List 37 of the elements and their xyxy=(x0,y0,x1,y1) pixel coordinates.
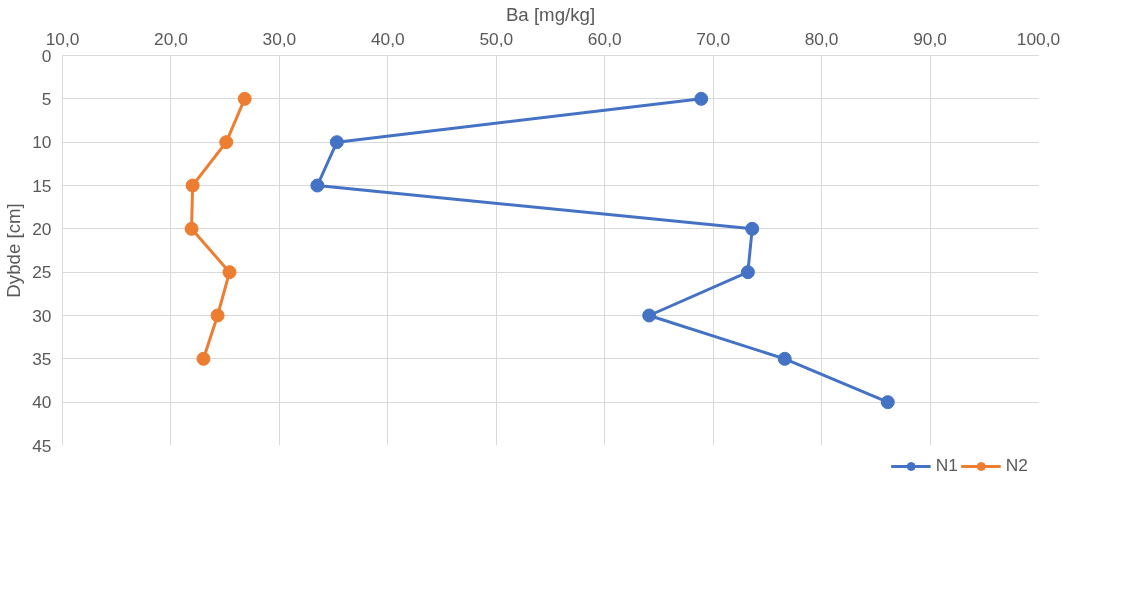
x-tick-label: 50,0 xyxy=(479,28,514,49)
y-tick-label: 15 xyxy=(32,175,52,196)
y-tick-label: 25 xyxy=(32,262,52,283)
point xyxy=(196,351,211,366)
y-tick-label: 20 xyxy=(32,218,52,239)
point xyxy=(694,91,709,106)
x-tick-label: 60,0 xyxy=(587,28,622,49)
point xyxy=(219,135,234,150)
y-tick-label: 40 xyxy=(32,392,52,413)
x-axis-title: Ba [mg/kg] xyxy=(505,3,596,25)
x-tick-label: 90,0 xyxy=(913,28,947,49)
point xyxy=(210,308,225,323)
x-tick-label: 80,0 xyxy=(804,28,839,49)
y-tick-label: 30 xyxy=(32,305,52,326)
legend-label: N1 xyxy=(935,455,958,476)
legend-label: N2 xyxy=(1005,455,1028,476)
point xyxy=(642,308,657,323)
point xyxy=(184,221,199,236)
point xyxy=(777,351,792,366)
point xyxy=(880,395,895,410)
point xyxy=(237,91,252,106)
x-tick-label: 70,0 xyxy=(696,28,731,49)
x-tick-label: 40,0 xyxy=(370,28,405,49)
point xyxy=(740,265,755,280)
x-tick-label: 100,0 xyxy=(1016,28,1061,49)
point xyxy=(745,221,760,236)
y-tick-label: 5 xyxy=(41,88,52,109)
x-tick-label: 20,0 xyxy=(154,28,188,49)
y-tick-label: 35 xyxy=(32,348,52,369)
y-axis-title: Dybde [cm] xyxy=(3,203,25,298)
y-tick-label: 10 xyxy=(32,132,52,153)
point xyxy=(329,135,344,150)
x-tick-label: 30,0 xyxy=(262,28,297,49)
point xyxy=(310,178,325,193)
point xyxy=(185,178,200,193)
point xyxy=(222,265,237,280)
y-tick-label: 45 xyxy=(32,435,52,456)
